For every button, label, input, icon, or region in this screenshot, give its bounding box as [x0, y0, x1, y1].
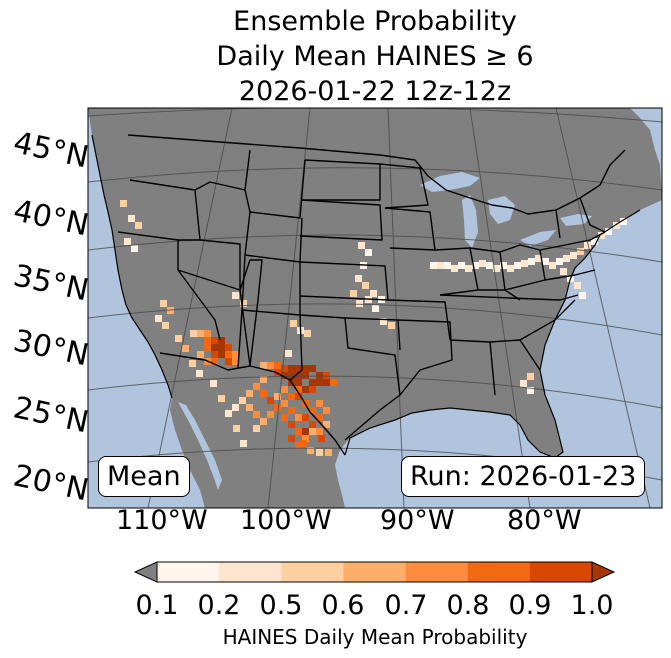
colorbar-tick: 0.8: [446, 590, 490, 621]
title-line-2: Daily Mean HAINES ≥ 6: [216, 41, 534, 72]
colorbar-tick: 0.6: [321, 590, 365, 621]
title-line-3: 2026-01-22 12z-12z: [238, 76, 512, 107]
lon-label-110w: 110°W: [116, 505, 208, 536]
title-line-1: Ensemble Probability: [233, 6, 517, 37]
colorbar-over-arrow: [591, 561, 616, 583]
colorbar-under-arrow: [133, 561, 158, 583]
colorbar-tick: 0.9: [508, 590, 552, 621]
gulf-of-california: [178, 402, 222, 490]
great-lakes: [420, 172, 592, 248]
state-borders: [117, 134, 626, 456]
colorbar: [133, 561, 616, 583]
lon-label-80w: 80°W: [507, 505, 582, 536]
colorbar-segment: [529, 562, 593, 582]
map-panel: [88, 108, 662, 508]
probability-cells: [120, 200, 627, 456]
colorbar-segment: [405, 562, 469, 582]
colorbar-tick: 0.2: [197, 590, 241, 621]
run-date-label: Run: 2026-01-23: [401, 456, 646, 497]
lon-label-100w: 100°W: [240, 505, 332, 536]
colorbar-segment: [343, 562, 407, 582]
coastline: [91, 134, 641, 459]
colorbar-frame: [156, 561, 593, 583]
colorbar-tick: 1.0: [570, 590, 614, 621]
map-frame: [87, 107, 663, 509]
colorbar-label: HAINES Daily Mean Probability: [222, 625, 528, 649]
colorbar-tick: 0.1: [135, 590, 179, 621]
mean-label: Mean: [98, 456, 190, 497]
colorbar-tick: 0.5: [259, 590, 303, 621]
baja-peninsula: [170, 398, 215, 505]
colorbar-segment: [467, 562, 531, 582]
colorbar-tick: 0.7: [384, 590, 428, 621]
colorbar-segment: [157, 562, 220, 582]
lon-label-90w: 90°W: [380, 505, 455, 536]
colorbar-segment: [281, 562, 344, 582]
colorbar-segment: [219, 562, 282, 582]
